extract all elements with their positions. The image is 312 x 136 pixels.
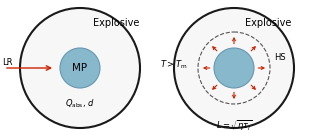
Text: $L = \sqrt{\eta\tau_i}$: $L = \sqrt{\eta\tau_i}$ <box>216 118 252 133</box>
Circle shape <box>60 48 100 88</box>
Circle shape <box>214 48 254 88</box>
Text: $T > T_{\rm m}$: $T > T_{\rm m}$ <box>160 59 188 71</box>
Text: HS: HS <box>274 53 285 63</box>
Text: LR: LR <box>2 58 12 67</box>
Circle shape <box>20 8 140 128</box>
Text: Explosive: Explosive <box>93 18 139 28</box>
Text: MP: MP <box>72 63 88 73</box>
Circle shape <box>174 8 294 128</box>
Text: $Q_{\rm abs}$, $d$: $Q_{\rm abs}$, $d$ <box>65 98 95 110</box>
Text: MP: MP <box>227 63 241 73</box>
Text: Explosive: Explosive <box>245 18 291 28</box>
